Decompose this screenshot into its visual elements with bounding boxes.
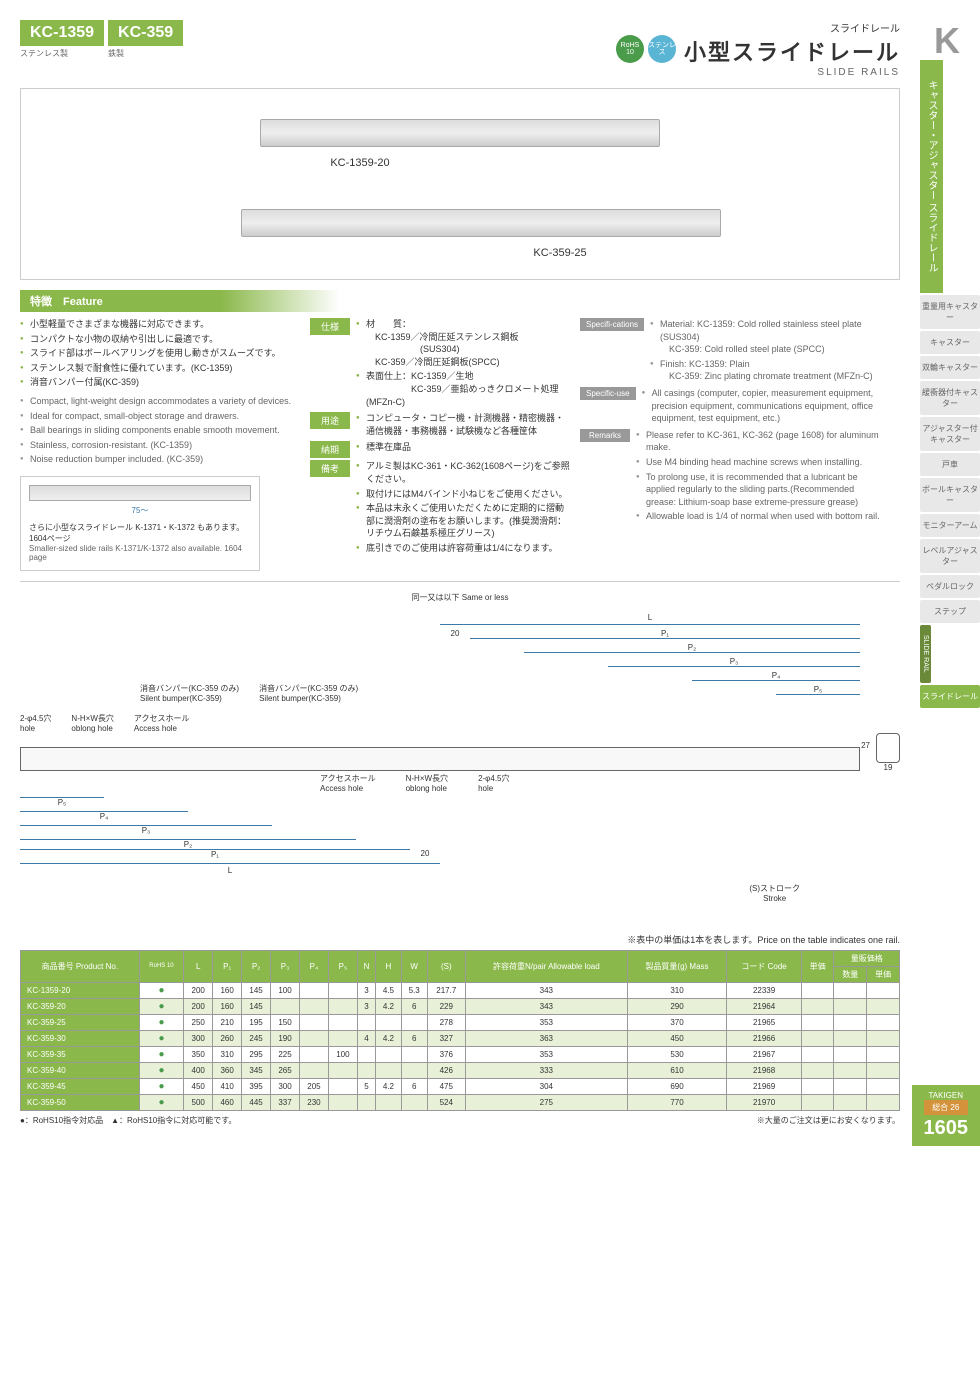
- table-row: KC-359-40●40036034526542633361021968: [21, 1062, 900, 1078]
- rohs-badge-icon: RoHS 10: [616, 35, 644, 63]
- product-image-1: [260, 119, 660, 147]
- image-label-1: KC-1359-20: [0, 157, 879, 169]
- page-title: 小型スライドレール: [684, 35, 900, 67]
- side-category: キャスター: [920, 331, 980, 354]
- side-category: 戸車: [920, 453, 980, 476]
- model-badges: KC-1359ステンレス製KC-359鉄製: [20, 20, 183, 59]
- spec-table: 商品番号 Product No. RoHS 10 L P₁ P₂ P₃ P₄ P…: [20, 950, 900, 1111]
- table-row: KC-359-20●20016014534.2622934329021964: [21, 998, 900, 1014]
- related-product-note: 75〜 さらに小型なスライドレール K-1371・K-1372 もあります。16…: [20, 476, 260, 571]
- section-letter: K: [934, 20, 960, 62]
- side-category: アジャスター付キャスター: [920, 417, 980, 451]
- product-image-panel: KC-1359-20 KC-359-25: [20, 88, 900, 280]
- features-column-1: 小型軽量でさまざまな機器に対応できます。コンパクトな小物の収納や引出しに最適です…: [20, 318, 300, 571]
- side-category: ペダルロック: [920, 575, 980, 598]
- feature-header: 特徴 Feature: [20, 290, 900, 312]
- side-category: 重量用キャスター: [920, 295, 980, 329]
- category-label: スライドレール: [684, 20, 900, 35]
- specs-column-en: Specifi-cations●Material: KC-1359: Cold …: [580, 318, 880, 571]
- model-badge: KC-1359: [20, 20, 104, 46]
- technical-drawing: 同一又は以下 Same or less L 20P₁ P₂ P₃ P₄ P₅ 2…: [20, 581, 900, 923]
- table-row: KC-1359-20●20016014510034.55.3217.734331…: [21, 982, 900, 998]
- side-category: 緩衝器付キャスター: [920, 381, 980, 415]
- side-main-tab: キャスター・アジャスター スライドレール: [920, 60, 943, 293]
- table-row: KC-359-30●30026024519044.263273634502196…: [21, 1030, 900, 1046]
- table-footnote: ●：RoHS10指令対応品 ▲：RoHS10指令に対応可能です。 ※大量のご注文…: [20, 1115, 900, 1126]
- side-navigation: キャスター・アジャスター スライドレール 重量用キャスターキャスター双輪キャスタ…: [920, 60, 980, 710]
- side-category: ボールキャスター: [920, 478, 980, 512]
- model-badge: KC-359: [108, 20, 183, 46]
- side-category: ステップ: [920, 600, 980, 623]
- table-note: ※表中の単価は1本を表します。Price on the table indica…: [20, 933, 900, 946]
- product-image-2: [241, 209, 721, 237]
- table-row: KC-359-45●45041039530020554.264753046902…: [21, 1078, 900, 1094]
- table-row: KC-359-25●25021019515027835337021965: [21, 1014, 900, 1030]
- stainless-badge-icon: ステンレス: [648, 35, 676, 63]
- side-category: 双輪キャスター: [920, 356, 980, 379]
- side-category: レベルアジャスター: [920, 539, 980, 573]
- specs-column-jp: 仕様●材 質： KC-1359／冷間圧延ステンレス鋼板 (SUS304) KC-…: [310, 318, 570, 571]
- image-label-2: KC-359-25: [241, 247, 879, 259]
- page-subtitle: SLIDE RAILS: [684, 67, 900, 78]
- page-header: KC-1359ステンレス製KC-359鉄製 RoHS 10 ステンレス スライド…: [20, 20, 900, 78]
- page-number: TAKIGEN 総合 26 1605: [912, 1085, 980, 1146]
- side-category: モニターアーム: [920, 514, 980, 537]
- table-row: KC-359-50●50046044533723052427577021970: [21, 1094, 900, 1110]
- table-row: KC-359-35●35031029522510037635353021967: [21, 1046, 900, 1062]
